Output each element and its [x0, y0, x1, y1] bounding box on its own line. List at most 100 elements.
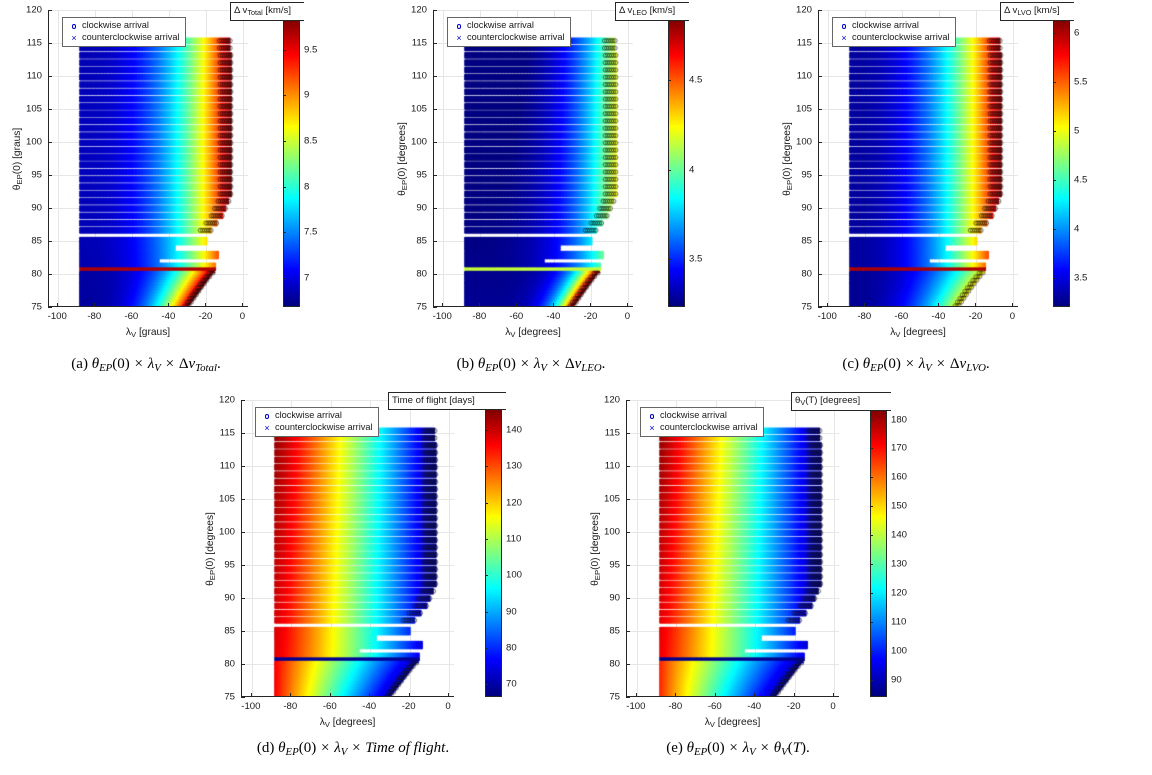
x-tick	[205, 303, 207, 307]
colorbar-tick-label: 7.5	[304, 226, 318, 238]
colorbar-gradient	[283, 18, 300, 307]
y-tick	[818, 241, 822, 242]
y-tick	[433, 175, 437, 176]
colorbar-title-unit: [km/s]	[1031, 5, 1060, 16]
colorbar-tick	[485, 538, 488, 540]
colorbar-title-subscript: LEO	[632, 7, 647, 17]
y-tick	[48, 10, 52, 11]
legend-a[interactable]: clockwise arrival × counterclockwise arriv…	[62, 17, 186, 47]
colorbar-tick-label: 150	[891, 500, 908, 512]
plot-area-a	[48, 10, 248, 307]
colorbar-tick	[1053, 228, 1056, 230]
x-tick-label: -100	[432, 311, 452, 322]
colorbar-tick-label: 90	[891, 674, 902, 686]
y-tick	[626, 400, 630, 401]
y-tick-label: 85	[801, 235, 812, 247]
scatter-data-b	[434, 10, 633, 306]
y-tick	[818, 10, 822, 11]
y-tick	[433, 109, 437, 110]
legend-label: counterclockwise arrival	[82, 32, 180, 43]
x-axis-label: λV [degrees]	[320, 717, 376, 729]
y-tick-label: 100	[25, 136, 42, 148]
y-tick-label: 95	[416, 169, 427, 181]
colorbar-tick-label: 110	[891, 616, 907, 628]
y-tick	[241, 400, 245, 401]
y-tick-label: 120	[795, 4, 812, 16]
y-tick	[818, 175, 822, 176]
y-tick	[48, 109, 52, 110]
y-tick-label: 120	[603, 394, 620, 406]
colorbar-tick-label: 3.5	[689, 253, 703, 265]
legend-item: × counterclockwise arrival	[644, 422, 757, 434]
scatter-data-c	[819, 10, 1018, 306]
xlabel-subscript: V	[709, 719, 715, 729]
x-tick	[242, 303, 244, 307]
x-tick	[479, 303, 481, 307]
colorbar-gradient	[485, 408, 502, 697]
xlabel-unit: [degrees]	[900, 327, 946, 338]
x-tick-label: 0	[239, 311, 246, 322]
colorbar-tick	[485, 429, 488, 431]
y-tick	[818, 109, 822, 110]
x-tick-label: -40	[931, 311, 946, 322]
y-tick-label: 80	[224, 658, 235, 670]
xlabel-symbol: λ	[505, 327, 511, 338]
colorbar-title-symbol: Δ v	[234, 5, 248, 16]
colorbar-title-subscript: Total	[247, 7, 263, 17]
y-tick	[433, 76, 437, 77]
x-tick	[553, 303, 555, 307]
legend-label: counterclockwise arrival	[467, 32, 565, 43]
legend-b[interactable]: clockwise arrival × counterclockwise arriv…	[447, 17, 571, 47]
x-tick-label: -100	[241, 701, 261, 712]
y-tick	[818, 43, 822, 44]
colorbar-tick-label: 180	[891, 414, 908, 426]
x-tick-label: -40	[161, 311, 176, 322]
y-tick-label: 115	[796, 37, 812, 49]
y-tick	[626, 697, 630, 698]
legend-label: clockwise arrival	[275, 410, 342, 421]
xlabel-symbol: λ	[319, 717, 325, 728]
legend-d[interactable]: clockwise arrival × counterclockwise arriv…	[255, 407, 379, 437]
colorbar-title-unit: (T) [degrees]	[805, 395, 861, 406]
y-tick-label: 85	[609, 625, 620, 637]
colorbar-tick	[485, 611, 488, 613]
x-tick	[250, 693, 252, 697]
colorbar-c: 3.5 4 4.5 5 5.5 6 Δ vLVO [km/s]	[770, 0, 1152, 340]
y-tick	[48, 274, 52, 275]
y-tick-label: 120	[218, 394, 235, 406]
colorbar-tick	[283, 186, 286, 188]
y-tick-label: 120	[25, 4, 42, 16]
y-tick	[433, 241, 437, 242]
y-tick-label: 110	[219, 460, 235, 472]
x-tick-label: -80	[283, 701, 298, 712]
x-tick-label: -60	[894, 311, 909, 322]
xlabel-subscript: V	[324, 719, 330, 729]
y-tick	[433, 142, 437, 143]
x-tick-label: 0	[445, 701, 451, 712]
y-tick-label: 115	[26, 37, 42, 49]
colorbar-e: 90 100 110 120 130 140 150 160 170 180 θV(T) [degr…	[578, 390, 963, 730]
colorbar-tick	[870, 621, 873, 623]
y-tick-label: 80	[416, 268, 427, 280]
legend-c[interactable]: clockwise arrival × counterclockwise arriv…	[832, 17, 956, 47]
x-tick	[754, 693, 756, 697]
x-tick	[901, 303, 903, 307]
y-tick	[433, 43, 437, 44]
plot-area-b	[433, 10, 633, 307]
colorbar-tick	[870, 477, 873, 479]
x-tick	[590, 303, 592, 307]
y-tick-label: 105	[603, 493, 620, 505]
y-tick-label: 115	[219, 427, 235, 439]
y-tick	[433, 208, 437, 209]
legend-e[interactable]: clockwise arrival × counterclockwise arriv…	[640, 407, 764, 437]
legend-item: clockwise arrival	[66, 20, 180, 32]
y-tick-label: 75	[224, 691, 235, 703]
xlabel-subscript: V	[510, 329, 516, 339]
colorbar-tick	[283, 95, 286, 97]
legend-item: clockwise arrival	[644, 410, 758, 422]
xlabel-unit: [degrees]	[329, 717, 376, 728]
y-tick	[48, 241, 52, 242]
panel-c: -100 -80 -60 -40 -20 0 75 80 85 90 95 100 105 110 115 1…	[770, 0, 1152, 390]
colorbar-title: Δ vLVO [km/s]	[1000, 2, 1074, 21]
colorbar-title-unit: [days]	[446, 395, 475, 406]
